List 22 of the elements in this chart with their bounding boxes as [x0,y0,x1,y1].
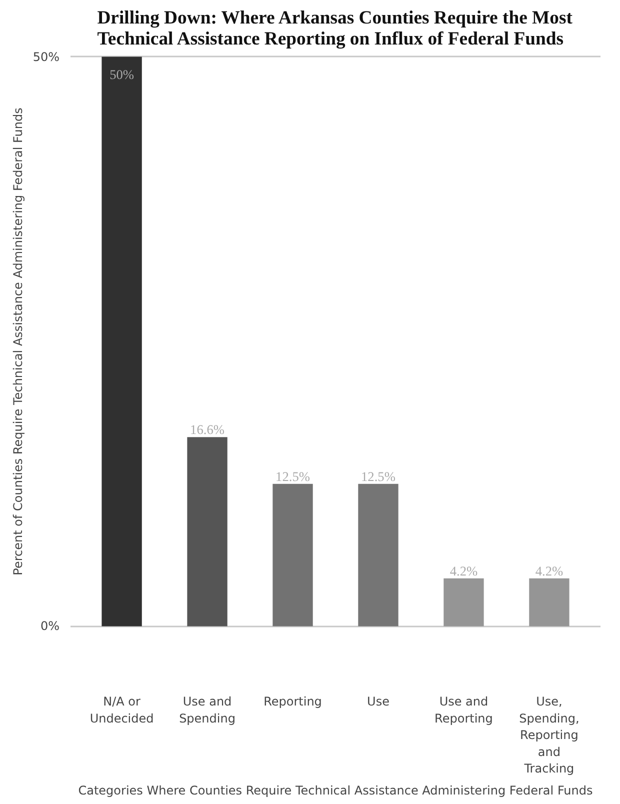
x-tick-label: Use and Spending [179,694,236,726]
bar [187,437,228,626]
x-tick-label: Use and Reporting [434,694,493,726]
data-label: 12.5% [361,468,396,484]
bar [102,56,142,626]
chart-title: Drilling Down: Where Arkansas Counties Require the Most Technical Assistance Reporting on Influx of Federal Funds [97,8,574,50]
data-label: 12.5% [276,468,310,484]
x-tick-label: Use [367,694,390,708]
data-label: 4.2% [535,563,564,578]
x-tick-label: Reporting [264,694,322,708]
bar [444,578,484,626]
x-tick-label: Use, Spending, Reporting and Tracking [519,694,580,776]
data-label: 16.6% [190,422,224,438]
data-label: 4.2% [450,563,478,578]
x-axis-title: Categories Where Counties Require Technical Assistance Administering Federal Funds [78,784,593,798]
y-axis-title: Percent of Counties Require Technical Assistance Administering Federal Funds [10,108,25,576]
x-tick-label: N/A or Undecided [90,694,154,726]
bar [272,484,313,626]
bar [529,578,570,626]
y-tick-label: 0% [40,619,60,634]
bar [358,484,398,626]
data-label: 50% [110,66,134,82]
